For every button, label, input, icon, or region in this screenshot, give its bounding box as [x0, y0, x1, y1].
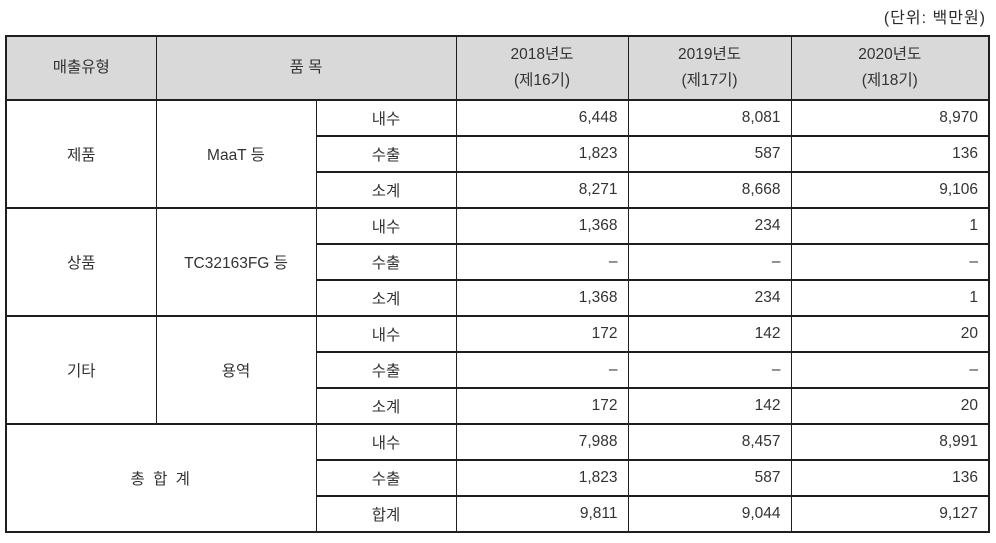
year-label: 2018년도 — [510, 45, 574, 63]
table-body: 제품 MaaT 등 내수 6,448 8,081 8,970 수출 1,823 … — [5, 99, 990, 533]
value-2019: 587 — [627, 459, 792, 497]
table-row: 기타 용역 내수 172 142 20 — [5, 315, 990, 425]
value-2019: 234 — [627, 207, 792, 245]
value-2019: 234 — [627, 279, 792, 317]
value-2020: – — [790, 243, 990, 281]
channel-cell: 소계 — [315, 279, 457, 317]
value-2018: 172 — [455, 315, 629, 353]
year-label: 2019년도 — [678, 45, 742, 63]
channel-cell: 수출 — [315, 135, 457, 173]
item-cell: TC32163FG 등 — [155, 207, 317, 317]
period-label: (제17기) — [681, 72, 738, 89]
value-2018: 1,823 — [455, 135, 629, 173]
channel-cell: 내수 — [315, 99, 457, 137]
table-row: 총 합 계 내수 7,988 8,457 8,991 — [5, 423, 990, 533]
col-header-sales-type: 매출유형 — [5, 35, 157, 101]
unit-note: (단위: 백만원) — [883, 10, 986, 27]
value-2018: 6,448 — [455, 99, 629, 137]
value-2018: 9,811 — [455, 495, 629, 533]
table-row: 수출 1,823 587 136 — [6, 135, 990, 173]
value-2019: 9,044 — [627, 495, 792, 533]
value-2020: 136 — [790, 459, 990, 497]
value-2019: 8,457 — [627, 423, 792, 461]
channel-cell: 소계 — [315, 171, 457, 209]
table-row: 수출 1,823 587 136 — [6, 459, 990, 497]
period-label: (제18기) — [861, 72, 918, 89]
item-cell: MaaT 등 — [155, 99, 317, 209]
table-row: 수출 – – – — [6, 351, 990, 389]
table-row: 소계 8,271 8,668 9,106 — [6, 171, 990, 209]
table-row: 소계 172 142 20 — [6, 387, 990, 425]
value-2019: 8,081 — [627, 99, 792, 137]
value-2018: – — [455, 351, 629, 389]
table-row: 상품 TC32163FG 등 내수 1,368 234 1 — [5, 207, 990, 317]
value-2018: 1,368 — [455, 207, 629, 245]
col-header-year-2019: 2019년도 (제17기) — [627, 35, 792, 101]
value-2018: 1,823 — [455, 459, 629, 497]
value-2020: 9,127 — [790, 495, 990, 533]
sales-type-cell: 기타 — [5, 315, 157, 425]
grand-total-label-cell: 총 합 계 — [5, 423, 317, 533]
table-row: 수출 – – – — [6, 243, 990, 281]
value-2020: 8,991 — [790, 423, 990, 461]
value-2020: 1 — [790, 279, 990, 317]
value-2018: 1,368 — [455, 279, 629, 317]
table-row: 합계 9,811 9,044 9,127 — [6, 495, 990, 533]
sales-type-cell: 상품 — [5, 207, 157, 317]
year-label: 2020년도 — [858, 45, 922, 63]
table-header: 매출유형 품 목 2018년도 (제16기) 2019년도 (제17기) 202… — [5, 35, 990, 101]
value-2019: 587 — [627, 135, 792, 173]
value-2020: 1 — [790, 207, 990, 245]
value-2020: 8,970 — [790, 99, 990, 137]
value-2019: 142 — [627, 387, 792, 425]
col-header-year-2020: 2020년도 (제18기) — [790, 35, 990, 101]
value-2020: – — [790, 351, 990, 389]
channel-cell: 합계 — [315, 495, 457, 533]
value-2018: 172 — [455, 387, 629, 425]
value-2020: 20 — [790, 387, 990, 425]
sales-by-type-table: 매출유형 품 목 2018년도 (제16기) 2019년도 (제17기) 202… — [5, 35, 991, 533]
value-2020: 136 — [790, 135, 990, 173]
col-header-year-2018: 2018년도 (제16기) — [455, 35, 629, 101]
table-row: 제품 MaaT 등 내수 6,448 8,081 8,970 — [5, 99, 990, 209]
value-2018: 7,988 — [455, 423, 629, 461]
col-header-item: 품 목 — [155, 35, 457, 101]
channel-cell: 내수 — [315, 423, 457, 461]
channel-cell: 수출 — [315, 351, 457, 389]
value-2020: 20 — [790, 315, 990, 353]
sales-type-cell: 제품 — [5, 99, 157, 209]
channel-cell: 내수 — [315, 207, 457, 245]
channel-cell: 수출 — [315, 243, 457, 281]
table-row: 소계 1,368 234 1 — [6, 279, 990, 317]
value-2019: – — [627, 351, 792, 389]
value-2020: 9,106 — [790, 171, 990, 209]
period-label: (제16기) — [513, 72, 571, 89]
value-2018: – — [455, 243, 629, 281]
channel-cell: 내수 — [315, 315, 457, 353]
channel-cell: 소계 — [315, 387, 457, 425]
value-2018: 8,271 — [455, 171, 629, 209]
item-cell: 용역 — [155, 315, 317, 425]
header-row: 매출유형 품 목 2018년도 (제16기) 2019년도 (제17기) 202… — [5, 35, 990, 101]
value-2019: 142 — [627, 315, 792, 353]
value-2019: 8,668 — [627, 171, 792, 209]
channel-cell: 수출 — [315, 459, 457, 497]
value-2019: – — [627, 243, 792, 281]
